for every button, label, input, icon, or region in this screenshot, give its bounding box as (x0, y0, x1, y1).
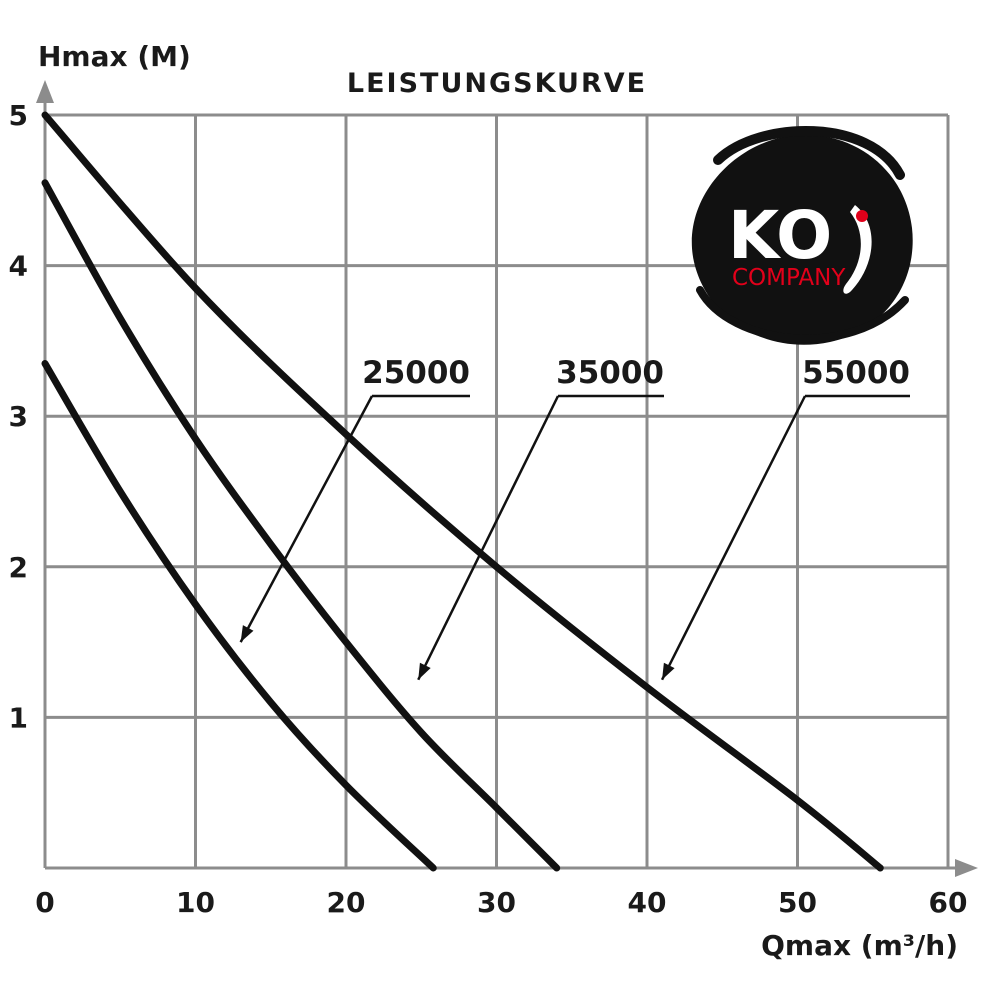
x-tick-label: 30 (477, 886, 516, 919)
tick-labels: 0 10 20 30 40 50 60 1 2 3 4 5 (9, 99, 968, 919)
koi-company-logo: KO COMPANY (691, 126, 913, 345)
koi-fish-icon (843, 205, 872, 294)
x-axis-title: Qmax (m³/h) (761, 929, 958, 962)
leader-line (660, 395, 807, 681)
curve-35000 (41, 179, 561, 872)
arrowhead-icon (418, 662, 431, 680)
logo-brush-stroke (713, 126, 905, 180)
curve-label-35000: 35000 (556, 355, 664, 391)
x-tick-label: 10 (176, 886, 215, 919)
curve-55000 (41, 111, 884, 872)
curve-label-55000: 55000 (802, 355, 910, 391)
x-tick-label: 60 (929, 886, 968, 919)
y-tick-label: 4 (9, 250, 28, 283)
x-tick-label: 20 (327, 886, 366, 919)
curve-label-25000: 25000 (362, 355, 470, 391)
leader-line (417, 395, 560, 681)
y-tick-label: 1 (9, 701, 28, 734)
x-axis-arrow-icon (955, 859, 978, 877)
chart-title: LEISTUNGSKURVE (347, 68, 647, 99)
y-tick-label: 5 (9, 99, 28, 132)
x-tick-label: 40 (628, 886, 667, 919)
y-axis-title: Hmax (M) (38, 40, 191, 73)
logo-wordmark: KO (728, 197, 832, 274)
x-tick-label: 0 (35, 886, 54, 919)
x-tick-label: 50 (778, 886, 817, 919)
logo-brush-circle (691, 134, 913, 345)
logo-brush-stroke-2 (696, 286, 909, 343)
logo-subtitle: COMPANY (732, 265, 846, 291)
curve-25000 (41, 359, 437, 872)
arrowhead-icon (662, 662, 675, 680)
curve-labels: 25000 35000 55000 (239, 355, 910, 681)
koi-eye-icon (856, 210, 868, 222)
y-tick-label: 2 (9, 551, 28, 584)
y-axis-arrow-icon (36, 80, 54, 103)
curves (41, 111, 884, 872)
axes (36, 80, 978, 877)
arrowhead-icon (240, 625, 254, 643)
y-tick-label: 3 (9, 400, 28, 433)
leader-line (239, 395, 374, 643)
